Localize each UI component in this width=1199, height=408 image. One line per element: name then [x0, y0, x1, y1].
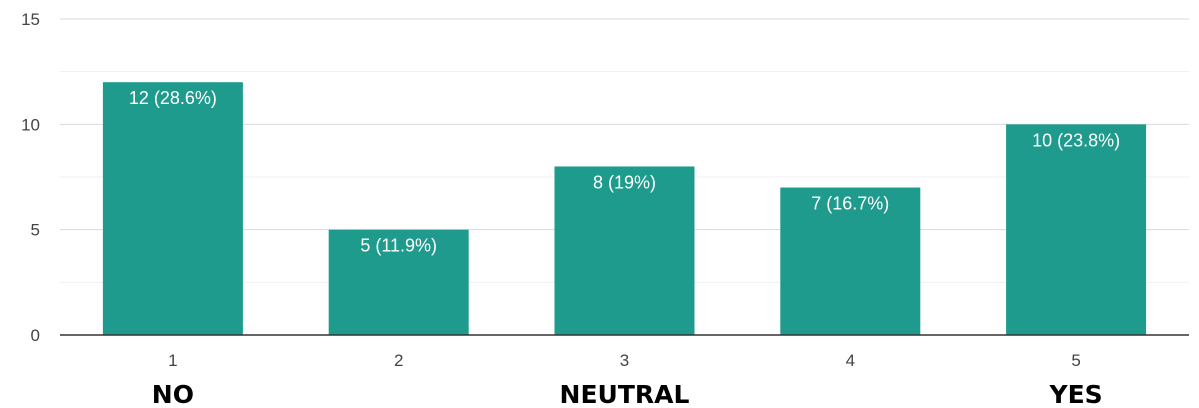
x-tick-label: 4	[846, 351, 855, 370]
data-labels: 12 (28.6%) 5 (11.9%) 8 (19%) 7 (16.7%) 10 (2…	[129, 88, 1120, 255]
data-label: 12 (28.6%)	[129, 88, 217, 108]
x-tick-label: 3	[620, 351, 629, 370]
scale-labels: NO NEUTRAL YES	[152, 380, 1103, 408]
y-axis-ticks: 0 5 10 15	[21, 10, 40, 345]
x-tick-label: 5	[1071, 351, 1080, 370]
bar-1	[102, 82, 243, 335]
y-tick-label: 15	[21, 10, 40, 29]
data-label: 8 (19%)	[593, 172, 656, 192]
y-tick-label: 5	[31, 221, 40, 240]
data-label: 7 (16.7%)	[811, 194, 889, 214]
bar-2	[328, 229, 469, 335]
scale-label: NEUTRAL	[560, 380, 690, 408]
x-axis-ticks: 1 2 3 4 5	[168, 351, 1081, 370]
x-tick-label: 1	[168, 351, 177, 370]
scale-label: NO	[152, 380, 194, 408]
scale-label: YES	[1049, 380, 1103, 408]
bar-3	[554, 166, 695, 335]
y-tick-label: 0	[31, 326, 40, 345]
data-label: 5 (11.9%)	[360, 236, 437, 256]
bar-5	[1006, 124, 1147, 335]
bar-4	[780, 187, 921, 335]
y-tick-label: 10	[21, 115, 40, 134]
bars	[102, 82, 1147, 335]
data-label: 10 (23.8%)	[1032, 130, 1120, 150]
x-tick-label: 2	[394, 351, 403, 370]
